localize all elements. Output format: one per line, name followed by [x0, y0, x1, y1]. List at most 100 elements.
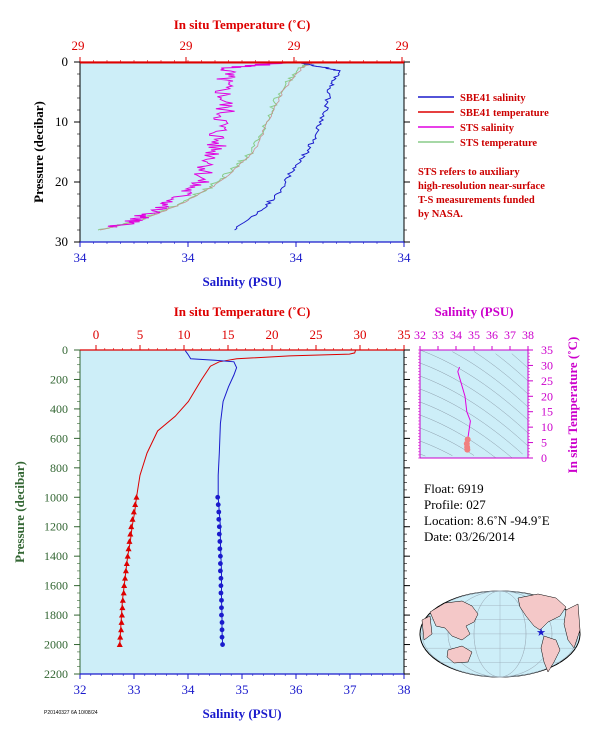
main-temperature-tick-label: 35 [398, 327, 411, 342]
main-pressure-tick-label: 200 [50, 372, 68, 386]
temperature-point [117, 633, 124, 640]
salinity-point [217, 539, 223, 544]
top-temperature-tick-label: 29 [288, 38, 301, 53]
ts-plot-lines [419, 349, 529, 459]
ts-temperature-tick-label: 15 [541, 405, 553, 419]
top-temperature-tick-label: 29 [72, 38, 85, 53]
temperature-point [128, 523, 135, 530]
main-pressure-tick-label: 1600 [44, 579, 68, 593]
salinity-point [218, 553, 223, 559]
ts-density-contour [419, 362, 529, 434]
top-plot-area [80, 62, 404, 242]
main-temperature-tick-label: 15 [222, 327, 235, 342]
main-pressure-tick-label: 1400 [44, 549, 68, 563]
main-salinity-tick-label: 36 [290, 682, 304, 697]
map-land-asia [429, 600, 479, 641]
top-pressure-tick-label: 10 [55, 114, 68, 129]
ts-density-contour [495, 353, 529, 382]
salinity-point [216, 509, 222, 515]
ts-salinity-axis-title: Salinity (PSU) [434, 304, 513, 319]
ts-density-contour [452, 351, 529, 408]
ts-density-contour [419, 388, 523, 455]
ts-deep-point [464, 446, 471, 453]
map-land-west-edge [421, 615, 433, 641]
temperature-point [129, 516, 136, 522]
salinity-point [217, 546, 223, 552]
sts-note: STS refers to auxiliary high-resolution … [418, 166, 598, 222]
top-salinity-tick-label: 34 [290, 250, 304, 265]
temperature-point [123, 560, 130, 566]
salinity-point [218, 590, 224, 596]
temperature-point [120, 589, 127, 596]
temperature-point [125, 545, 132, 552]
temperature-point [116, 641, 123, 647]
main-pressure-tick-label: 2200 [44, 667, 68, 681]
temperature-point [126, 538, 133, 544]
temperature-point [122, 575, 129, 581]
top-pressure-tick-label: 30 [55, 234, 68, 249]
top-plot-ticks: 29 29 29 29 34 34 34 34 0 10 20 30 [55, 38, 411, 265]
ts-temperature-tick-label: 20 [541, 389, 553, 403]
legend-label-sts-temperature: STS temperature [460, 138, 537, 149]
top-salinity-tick-label: 34 [74, 250, 88, 265]
main-temperature-tick-label: 10 [178, 327, 191, 342]
map-land-south-america [540, 635, 561, 673]
float-info: Float: 6919 Profile: 027 Location: 8.6˚N… [424, 481, 550, 545]
sts-temperature-shadow-line [99, 62, 313, 231]
salinity-point [218, 561, 223, 566]
ts-salinity-tick-label: 36 [486, 328, 498, 342]
top-pressure-tick-label: 0 [62, 54, 69, 69]
top-legend: SBE41 salinity SBE41 temperature STS sal… [418, 93, 549, 149]
top-plot-lines [80, 62, 404, 231]
salinity-point [220, 642, 225, 647]
date: Date: 03/26/2014 [424, 529, 515, 544]
map-land-north-america [517, 593, 567, 631]
ts-plot-area [420, 350, 528, 458]
ts-salinity-tick-label: 37 [504, 328, 516, 342]
legend-label-sbe41-salinity: SBE41 salinity [460, 93, 526, 104]
top-temperature-tick-label: 29 [180, 38, 193, 53]
sbe41-salinity-line [234, 62, 341, 231]
ts-temperature-tick-label: 10 [541, 420, 553, 434]
ts-salinity-tick-label: 33 [432, 328, 444, 342]
main-temperature-line [119, 349, 357, 645]
temperature-point [118, 619, 125, 625]
ts-density-contour [419, 440, 453, 456]
temperature-point [132, 501, 139, 508]
ts-temperature-tick-label: 5 [541, 436, 547, 450]
sts-salinity-line [107, 62, 291, 228]
ts-temperature-axis-title: In situ Temperature (˚C) [565, 337, 580, 474]
main-pressure-tick-label: 1800 [44, 608, 68, 622]
timestamp-stamp: P20140327 6A 10/08/24 [44, 710, 98, 716]
salinity-point [219, 597, 224, 603]
temperature-point [124, 552, 131, 559]
salinity-point [215, 502, 221, 508]
ts-density-contour [419, 453, 426, 457]
salinity-point [219, 612, 224, 618]
main-pressure-tick-label: 2000 [44, 638, 68, 652]
temperature-point [121, 582, 128, 589]
top-pressure-axis-title: Pressure (decibar) [31, 101, 46, 203]
salinity-point [219, 627, 225, 633]
ts-density-contour [419, 401, 512, 458]
map-land-australia [446, 645, 473, 664]
salinity-point [219, 620, 225, 625]
ts-density-contour [419, 414, 496, 458]
temperature-point [119, 597, 126, 603]
ts-density-contour [511, 353, 529, 369]
main-pressure-tick-label: 1000 [44, 490, 68, 504]
temperature-point [127, 530, 134, 537]
main-temperature-tick-label: 25 [310, 327, 323, 342]
top-pressure-tick-label: 20 [55, 174, 68, 189]
temperature-point [130, 508, 137, 515]
main-salinity-tick-label: 32 [74, 682, 87, 697]
main-temperature-tick-label: 5 [137, 327, 144, 342]
main-salinity-tick-label: 38 [398, 682, 411, 697]
top-salinity-axis-title: Salinity (PSU) [202, 274, 281, 289]
main-salinity-tick-label: 35 [236, 682, 249, 697]
temperature-point [118, 626, 125, 633]
main-plot-area [80, 350, 404, 674]
ts-density-contour [419, 375, 529, 447]
